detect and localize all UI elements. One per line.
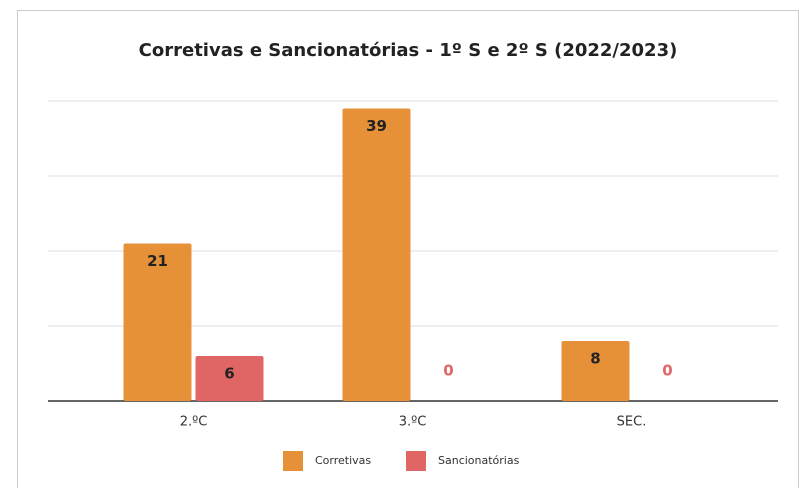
x-tick-label: SEC. <box>617 415 647 430</box>
legend-swatch <box>406 451 426 471</box>
bar <box>561 341 630 401</box>
data-label: 0 <box>443 362 453 380</box>
data-label: 6 <box>224 365 234 383</box>
legend-swatch <box>283 451 303 471</box>
x-tick-label: 3.ºC <box>399 415 427 430</box>
data-label: 0 <box>662 362 672 380</box>
x-tick-label: 2.ºC <box>180 415 208 430</box>
bar <box>342 108 411 401</box>
chart-title: Corretivas e Sancionatórias - 1º S e 2º … <box>139 40 678 61</box>
data-label: 21 <box>147 252 168 270</box>
bar <box>123 243 192 401</box>
legend-label: Sancionatórias <box>438 454 520 467</box>
bar <box>195 356 264 401</box>
data-label: 39 <box>366 117 387 135</box>
legend-label: Corretivas <box>315 454 371 467</box>
data-label: 8 <box>590 350 600 368</box>
